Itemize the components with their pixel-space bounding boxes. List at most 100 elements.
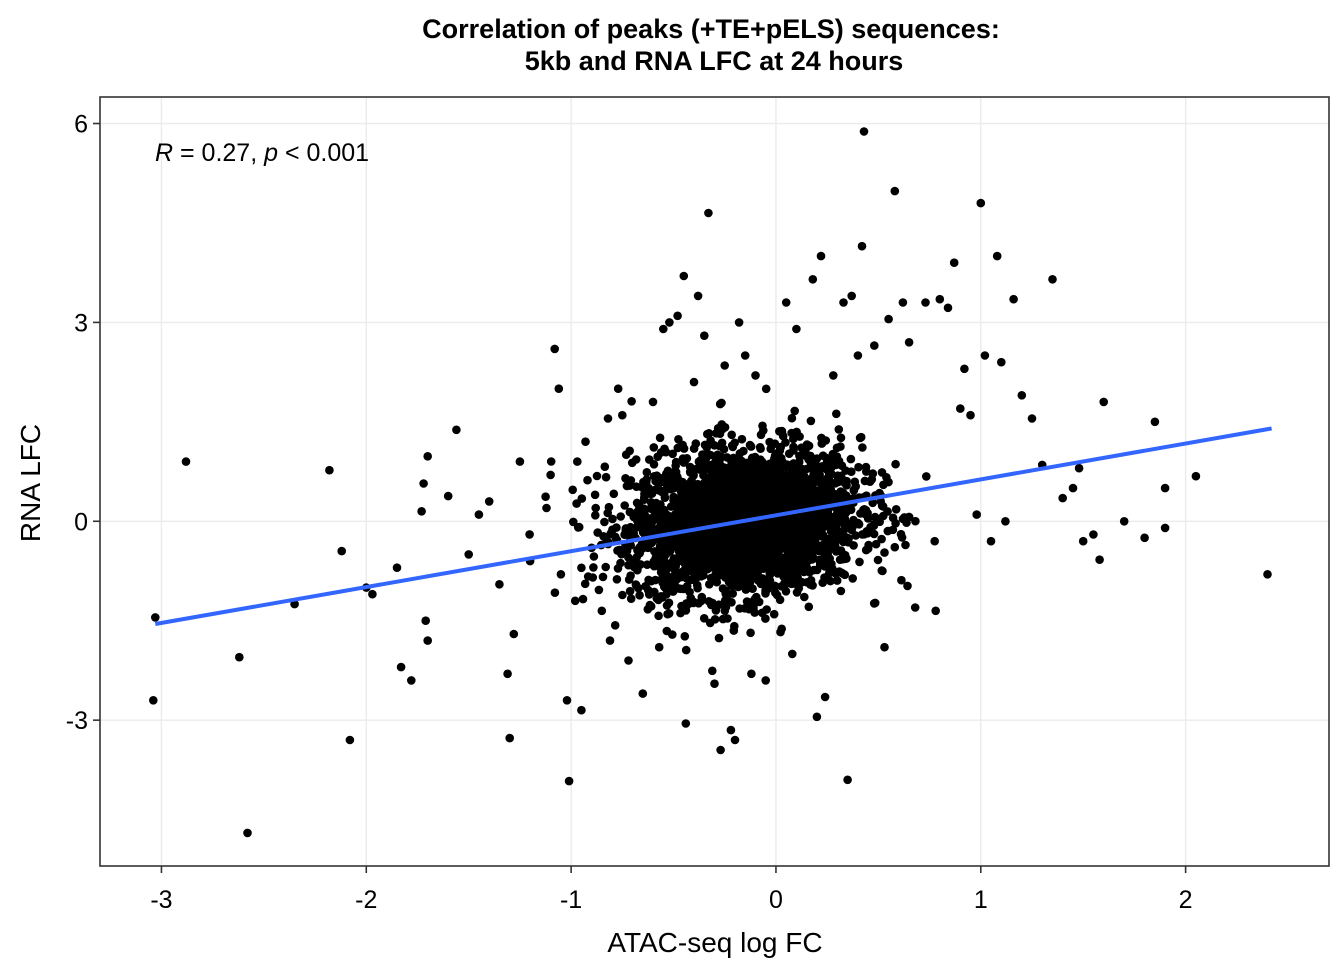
data-point <box>654 558 663 568</box>
data-point <box>851 482 860 491</box>
data-point <box>562 696 572 705</box>
data-point <box>830 452 839 461</box>
data-point <box>766 468 775 478</box>
data-point <box>578 594 588 604</box>
data-point <box>646 602 656 611</box>
data-point <box>727 430 736 440</box>
data-point <box>820 573 829 582</box>
data-point <box>870 598 880 608</box>
data-point <box>748 584 757 593</box>
data-point <box>870 512 880 522</box>
data-point <box>597 606 607 616</box>
data-point <box>640 513 649 522</box>
data-point <box>787 413 797 423</box>
data-point <box>594 585 604 595</box>
data-point <box>711 457 720 466</box>
data-point <box>897 575 906 585</box>
data-point <box>898 298 908 307</box>
data-point <box>721 543 730 553</box>
data-point <box>890 542 900 552</box>
data-point <box>345 735 355 745</box>
data-point <box>741 585 751 594</box>
data-point <box>901 540 910 550</box>
data-point <box>632 482 641 492</box>
data-point <box>625 446 634 456</box>
data-point <box>615 545 624 555</box>
data-point <box>772 590 782 600</box>
data-point <box>682 581 692 591</box>
data-point <box>721 602 731 612</box>
data-point <box>800 592 809 602</box>
data-point <box>620 501 629 510</box>
data-point <box>842 554 851 563</box>
data-point <box>618 410 627 420</box>
data-point <box>1048 275 1057 284</box>
data-point <box>149 696 158 705</box>
x-axis-ticks: -3 -2 -1 0 1 2 <box>150 866 1193 914</box>
data-point <box>716 536 726 546</box>
data-point <box>897 533 907 542</box>
data-point <box>711 569 721 579</box>
data-point <box>681 507 691 517</box>
data-point <box>726 559 735 568</box>
data-point <box>738 493 748 503</box>
data-point <box>554 384 564 394</box>
data-point <box>812 712 822 722</box>
data-point <box>683 600 692 610</box>
data-point <box>680 632 690 641</box>
data-point <box>694 547 704 557</box>
data-point <box>568 485 577 495</box>
data-point <box>1078 536 1088 546</box>
data-point <box>681 719 691 728</box>
data-point <box>474 510 484 519</box>
data-point <box>722 453 732 462</box>
data-point <box>612 523 621 532</box>
data-point <box>716 745 725 755</box>
data-point <box>598 572 608 582</box>
data-point <box>581 437 590 447</box>
data-point <box>626 476 636 485</box>
data-point <box>766 519 776 528</box>
data-point <box>854 520 864 529</box>
data-point <box>832 525 842 535</box>
data-point <box>809 469 818 479</box>
data-point <box>790 406 799 416</box>
data-point <box>723 489 732 499</box>
data-point <box>882 473 891 482</box>
data-point <box>644 590 654 599</box>
data-point <box>855 433 865 443</box>
data-point <box>828 564 837 573</box>
data-point <box>592 471 602 481</box>
data-point <box>589 563 598 572</box>
data-point <box>879 511 888 521</box>
data-point <box>839 298 848 307</box>
data-point <box>765 526 775 536</box>
data-point <box>790 487 799 496</box>
x-axis-label: ATAC-seq log FC <box>607 927 822 958</box>
data-point <box>603 414 613 423</box>
data-point <box>752 535 762 545</box>
data-point <box>593 528 602 537</box>
data-point <box>701 538 710 547</box>
data-point <box>656 474 666 483</box>
data-point <box>817 439 827 448</box>
data-point <box>755 556 765 565</box>
data-point <box>784 449 794 459</box>
data-point <box>788 649 797 659</box>
x-tick-label: -1 <box>560 886 582 914</box>
data-point <box>717 398 726 408</box>
data-point <box>419 479 428 488</box>
data-point <box>1160 523 1170 533</box>
data-point <box>779 543 789 553</box>
data-point <box>778 431 788 441</box>
data-point <box>826 463 836 473</box>
data-point <box>603 508 612 518</box>
data-point <box>663 466 673 476</box>
data-point <box>729 626 739 635</box>
data-point <box>781 478 790 487</box>
data-point <box>733 538 743 547</box>
data-point <box>666 502 676 511</box>
data-point <box>699 508 708 517</box>
data-point <box>742 502 751 512</box>
data-point <box>697 592 707 602</box>
